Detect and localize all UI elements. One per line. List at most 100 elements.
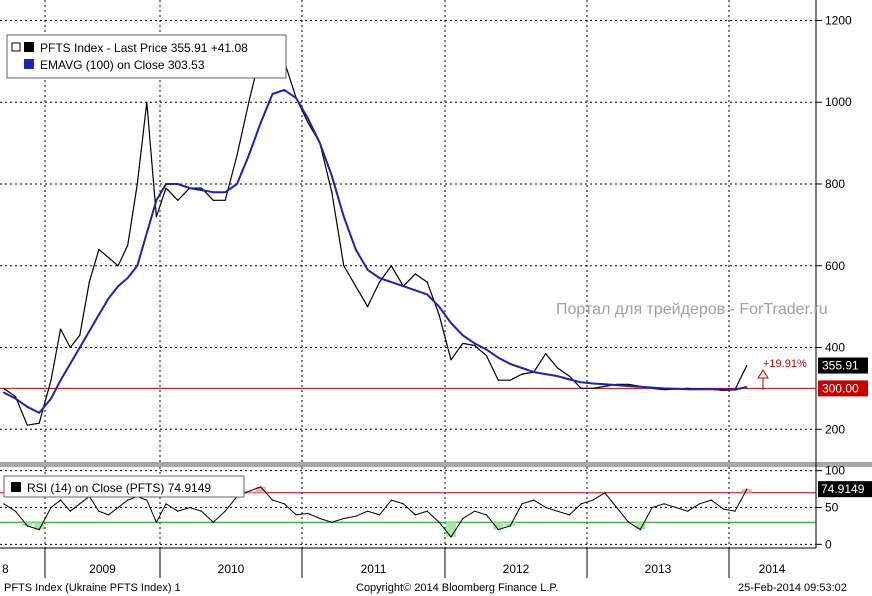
rsi-series-line — [3, 486, 748, 538]
rsi-point — [497, 528, 499, 531]
price-point — [50, 379, 52, 381]
rsi-point — [509, 525, 511, 527]
ema-point — [155, 199, 158, 201]
price-tag — [818, 380, 868, 397]
legend-swatch-price — [24, 42, 34, 52]
rsi-point — [663, 503, 665, 505]
price-point — [450, 359, 452, 361]
rsi-point — [438, 521, 440, 523]
price-point — [107, 256, 110, 259]
oversold-fill — [34, 522, 45, 530]
y-tick-label: 50 — [825, 501, 839, 515]
ema-point — [117, 285, 119, 287]
price-point — [136, 183, 138, 185]
price-tags: 355.91 300.00 74.9149 — [818, 357, 872, 498]
price-point — [462, 342, 464, 345]
rsi-point — [200, 510, 203, 512]
price-point — [604, 385, 606, 387]
ema-point — [98, 314, 100, 316]
ema-point — [307, 117, 309, 120]
footer-left-text: PFTS Index (Ukraine PFTS Index) 1 — [4, 582, 181, 594]
ema-point — [390, 281, 393, 283]
rsi-point — [59, 499, 62, 501]
rsi-point — [426, 510, 428, 512]
price-tag — [818, 357, 868, 374]
rsi-point — [390, 499, 393, 501]
ema-point — [146, 232, 148, 234]
overbought-fill — [243, 491, 254, 493]
price-point — [59, 328, 62, 330]
price-point — [200, 187, 203, 189]
rsi-point — [639, 528, 641, 531]
ema-point — [88, 330, 90, 332]
oversold-fill — [446, 522, 456, 537]
ema-point — [675, 388, 677, 390]
rsi-point — [14, 510, 17, 512]
x-tick-label: 2011 — [361, 562, 387, 576]
ema-point — [426, 293, 428, 295]
x-axis: 8 2009 2010 2011 2012 2013 2014 — [2, 548, 786, 578]
y-tick-label: 600 — [825, 259, 845, 273]
rsi-point — [402, 503, 404, 505]
x-tick-label: 2012 — [503, 562, 530, 576]
x-tick-label: 8 — [2, 562, 9, 576]
ema-point — [604, 383, 606, 385]
ema-point — [50, 398, 52, 400]
ema-point — [3, 391, 5, 394]
ema-point — [136, 265, 138, 267]
rsi-point — [651, 506, 653, 509]
ema-point — [545, 373, 547, 375]
main-y-axis: 200 400 600 800 1000 1200 — [816, 13, 852, 436]
rsi-point — [521, 503, 523, 505]
rsi-point — [462, 517, 464, 520]
rsi-point — [378, 514, 381, 516]
legend-text-rsi: RSI (14) on Close (PFTS) 74.9149 — [27, 481, 211, 495]
price-tag-label: 355.91 — [822, 359, 859, 373]
rsi-point — [485, 514, 488, 516]
price-point — [746, 364, 748, 367]
ema-point — [69, 363, 71, 365]
rsi-point — [248, 490, 250, 492]
rsi-point — [79, 503, 81, 505]
ema-point — [260, 122, 262, 124]
price-point — [545, 353, 547, 355]
price-tag-label: 300.00 — [822, 381, 859, 395]
price-point — [485, 355, 488, 357]
y-tick-label: 800 — [825, 177, 845, 191]
price-point — [224, 199, 226, 201]
ema-point — [616, 384, 618, 386]
rsi-point — [38, 528, 40, 531]
panel-separator — [0, 462, 872, 467]
x-tick-label: 2010 — [218, 562, 245, 576]
price-point — [556, 367, 559, 369]
ema-point — [165, 183, 167, 185]
watermark-text: Портал для трейдеров - ForTrader.ru — [556, 301, 828, 318]
y-tick-label: 100 — [825, 464, 845, 478]
ema-point — [450, 322, 452, 324]
rsi-point — [533, 499, 535, 501]
price-point — [307, 122, 309, 124]
ema-point — [462, 334, 464, 336]
ema-point — [212, 191, 214, 193]
ema-point — [236, 183, 238, 185]
rsi-point — [107, 514, 110, 516]
ema-point — [509, 363, 511, 365]
rsi-point — [616, 506, 618, 509]
ema-point — [710, 388, 712, 390]
rsi-point — [355, 515, 357, 517]
rsi-point — [260, 486, 262, 488]
ema-point — [107, 297, 110, 300]
ema-point — [580, 381, 582, 383]
rsi-point — [734, 510, 736, 512]
up-arrow-icon — [757, 369, 769, 390]
price-point — [177, 199, 179, 201]
rsi-legend-box — [3, 475, 245, 498]
rsi-series-layer — [3, 486, 752, 538]
ema-point — [651, 386, 653, 389]
rsi-point — [698, 503, 701, 505]
rsi-point — [604, 492, 606, 494]
ema-point — [485, 348, 488, 351]
y-tick-label: 1200 — [825, 13, 852, 27]
price-point — [3, 387, 5, 390]
rsi-point — [177, 510, 179, 512]
